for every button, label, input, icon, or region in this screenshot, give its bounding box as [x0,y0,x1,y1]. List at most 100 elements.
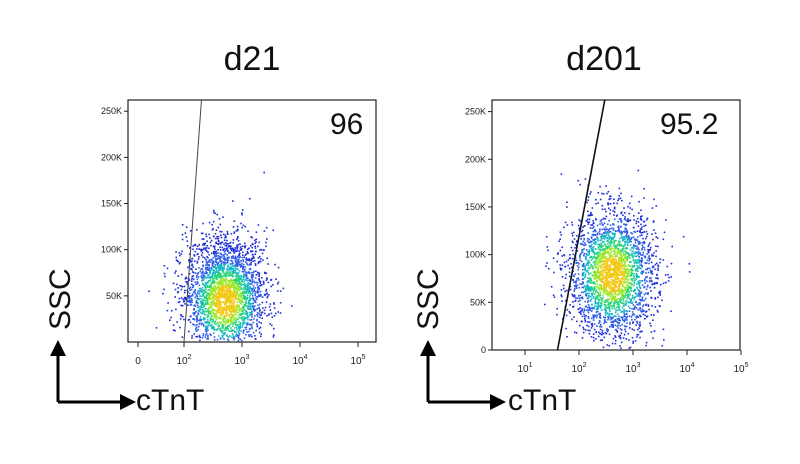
event-point [183,298,185,301]
event-point [240,288,242,290]
event-point [592,296,595,298]
event-point [239,338,241,341]
event-point [639,302,641,304]
event-point [182,315,184,318]
event-point [591,288,594,291]
event-point [561,300,563,302]
event-point [545,265,547,267]
event-point [651,233,653,236]
event-point [608,258,610,261]
event-point [641,308,644,311]
event-point [616,268,618,271]
event-point [224,323,227,326]
event-point [238,327,240,330]
event-point [655,277,657,279]
event-point [257,224,260,226]
event-point [239,291,242,294]
event-point [600,285,602,287]
event-point [613,234,616,237]
event-point [604,226,607,229]
event-point [225,299,228,301]
event-point [617,244,619,246]
event-point [211,275,214,278]
event-point [203,272,206,275]
event-point [587,199,589,201]
event-point [249,272,251,275]
event-point [624,268,626,271]
event-point [235,320,237,323]
event-point [603,319,606,321]
event-point [574,295,576,297]
event-point [241,279,243,281]
event-point [216,305,219,308]
event-point [207,338,210,340]
event-point [257,289,259,292]
event-point [234,258,237,260]
event-point [597,263,600,265]
event-point [215,276,218,279]
event-point [620,260,622,262]
event-point [602,193,605,195]
event-point [204,291,206,293]
event-point [636,239,638,241]
event-point [207,264,209,267]
event-point [640,223,642,226]
event-point [631,253,633,256]
event-point [613,262,616,265]
event-point [205,235,208,238]
event-point [238,254,240,256]
event-point [210,305,212,308]
event-point [585,249,588,251]
event-point [613,236,615,239]
event-point [602,223,605,226]
event-point [623,238,626,241]
event-point [577,179,579,182]
event-point [257,245,259,248]
event-point [656,273,658,276]
event-point [590,336,593,338]
event-point [257,291,260,293]
event-point [231,256,234,259]
event-point [650,325,652,327]
event-point [212,277,214,280]
event-point [254,245,256,248]
event-point [640,272,642,274]
event-point [202,256,204,258]
event-point [612,320,615,322]
event-point [617,290,620,293]
event-point [612,337,615,340]
event-point [620,226,622,228]
event-point [246,277,248,280]
event-point [610,325,613,327]
event-point [599,333,602,335]
event-point [576,284,579,287]
event-point [565,314,568,317]
event-point [637,259,639,261]
event-point [628,261,631,263]
event-point [633,284,635,287]
event-point [208,296,211,299]
event-point [597,192,600,194]
event-point [224,284,226,286]
event-point [251,253,254,256]
event-point [204,277,206,279]
event-point [227,287,229,290]
event-point [600,219,603,221]
event-point [621,248,624,250]
event-point [234,259,237,262]
event-point [638,327,640,329]
event-point [234,297,236,300]
event-point [566,224,569,226]
event-point [251,279,254,281]
event-point [187,304,189,306]
event-point [622,280,625,283]
event-point [605,292,607,295]
event-point [618,195,620,197]
event-point [622,275,625,278]
event-point [581,315,584,318]
event-point [261,301,264,304]
event-point [586,259,589,262]
event-point [212,295,215,298]
event-point [641,273,643,275]
event-point [630,269,632,272]
